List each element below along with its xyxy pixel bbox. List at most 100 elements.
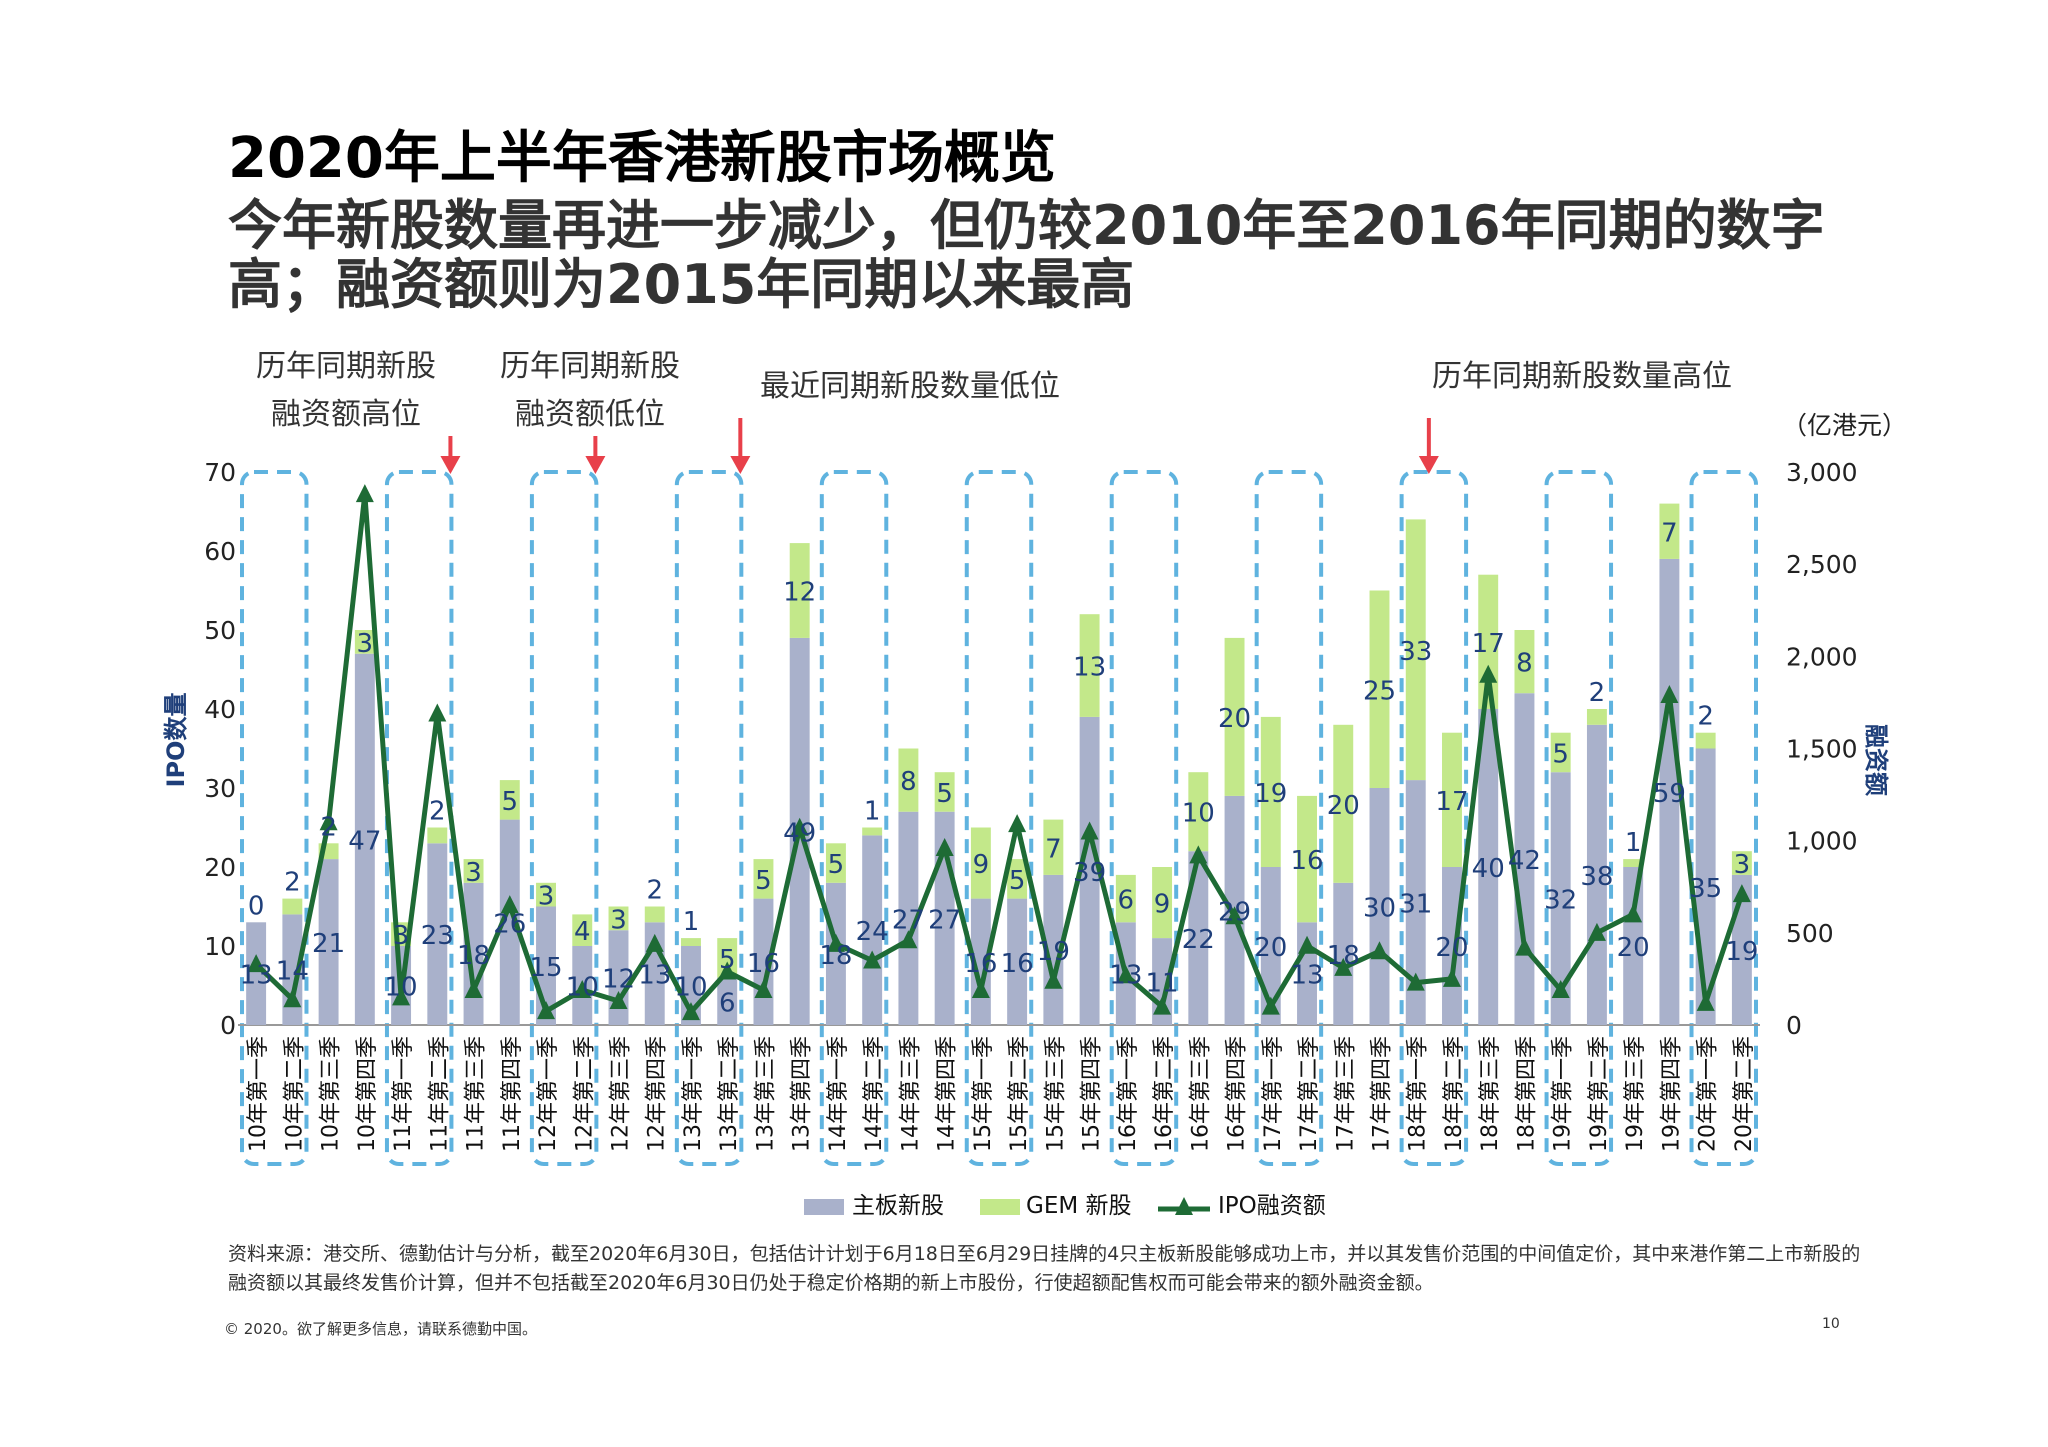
bar-gem [1623,859,1644,867]
label-gem: 13 [1073,653,1106,683]
bar-gem [789,543,810,638]
label-gem: 33 [1399,637,1432,667]
label-gem: 2 [284,868,301,898]
label-gem: 1 [1625,828,1642,858]
category-label: 14年第三季 [898,1036,923,1152]
label-main: 47 [348,826,381,856]
ipo-marker [1406,972,1425,991]
bar-gem [1297,795,1317,923]
annotation-text: 最近同期新股数量低位 [760,369,1060,404]
highlight-box-2 [529,470,599,1166]
bar-gem [499,780,520,820]
bar-main [1260,867,1281,1025]
label-main: 16 [747,949,780,979]
label-gem: 4 [574,917,591,947]
label-main: 20 [1617,933,1650,963]
bar-gem [282,898,303,915]
annotation-text: 融资额低位 [515,397,665,432]
label-gem: 5 [1009,866,1026,896]
annotation-arrow-head [585,456,606,474]
label-main: 49 [783,818,816,848]
label-gem: 17 [1435,787,1468,817]
label-main: 10 [385,973,418,1003]
bar-gem [898,748,919,812]
ipo-marker [319,812,338,831]
ipo-marker [1298,935,1317,954]
bar-main [1623,867,1644,1025]
y-right-tick: 0 [1786,1011,1802,1040]
category-label: 14年第一季 [826,1036,851,1152]
label-gem: 2 [1697,702,1714,732]
bar-main [463,882,484,1025]
label-main: 10 [566,973,599,1003]
bar-gem [1043,819,1064,875]
y-left-tick: 0 [220,1011,236,1040]
bar-gem [1224,637,1245,796]
bar-main [318,859,339,1025]
y-left-tick: 30 [204,774,236,803]
ipo-marker [681,1002,700,1021]
bar-main [1405,780,1426,1025]
bar-gem [1550,732,1571,773]
bar-gem [1260,716,1281,867]
label-gem: 17 [1472,629,1505,659]
bar-gem [608,906,629,931]
bar-gem [717,938,738,978]
label-gem: 5 [936,779,953,809]
ipo-marker [1261,996,1280,1015]
label-gem: 3 [610,905,627,935]
bar-main [862,835,883,1025]
category-label: 20年第一季 [1696,1036,1721,1152]
ipo-line [254,491,1745,1015]
bar-main [825,882,846,1025]
category-label: 13年第一季 [681,1036,706,1152]
bar-main [898,811,919,1025]
ipo-marker [863,950,882,969]
label-main: 27 [928,905,961,935]
ipo-marker [754,979,773,998]
category-label: 11年第一季 [391,1036,416,1152]
highlight-box-6 [1109,470,1179,1166]
label-main: 59 [1653,779,1686,809]
y-right-tick: 1,500 [1786,735,1858,764]
category-label: 12年第一季 [536,1036,561,1152]
category-label: 19年第一季 [1551,1036,1576,1152]
category-label: 13年第三季 [753,1036,778,1152]
category-label: 16年第二季 [1152,1036,1177,1152]
y-right-unit: （亿港元） [1782,411,1907,440]
category-label: 14年第二季 [862,1036,887,1152]
label-gem: 20 [1218,704,1251,734]
label-gem: 5 [502,787,519,817]
label-main: 24 [856,917,889,947]
highlight-box-10 [1689,470,1758,1166]
category-label: 17年第四季 [1370,1036,1395,1152]
category-label: 17年第二季 [1297,1036,1322,1152]
bar-gem [536,882,556,907]
label-gem: 5 [828,850,845,880]
label-main: 13 [240,961,273,991]
y-left-tick: 50 [204,616,236,645]
bar-main [427,843,448,1025]
label-main: 18 [1327,941,1360,971]
ipo-marker [1551,979,1570,998]
ipo-marker [899,930,918,949]
ipo-marker [1515,937,1534,956]
label-main: 40 [1472,854,1505,884]
bar-gem [644,906,665,923]
label-gem: 25 [1363,676,1396,706]
label-gem: 2 [1589,678,1606,708]
label-main: 19 [1725,937,1758,967]
page-title: 2020年上半年香港新股市场概览 [228,126,1056,191]
label-main: 31 [1399,890,1432,920]
bar-main [1514,693,1535,1025]
bar-main [1079,716,1100,1025]
label-main: 16 [964,949,997,979]
category-label: 10年第二季 [282,1036,307,1152]
bar-main [1333,882,1354,1025]
label-gem: 10 [1182,799,1215,829]
legend-swatch-marker [1175,1197,1193,1215]
y-left-tick: 70 [204,458,236,487]
ipo-marker [1080,821,1099,840]
ipo-marker [537,1001,556,1020]
label-gem: 6 [1118,886,1135,916]
